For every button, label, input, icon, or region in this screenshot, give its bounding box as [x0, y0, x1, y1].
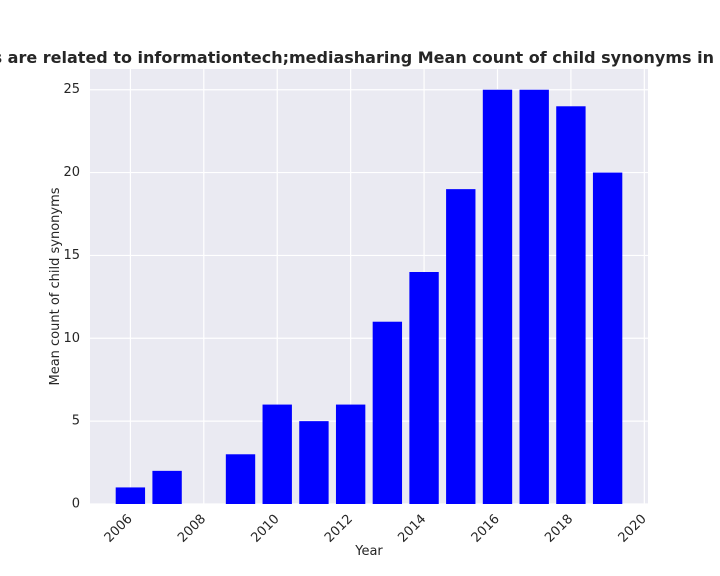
- y-tick-labels: 0 5 10 15 20 25: [63, 82, 80, 511]
- bar: [262, 404, 292, 504]
- x-tick-label: 2018: [542, 512, 576, 546]
- bars: [115, 89, 623, 505]
- x-tick-label: 2020: [616, 512, 650, 546]
- bar: [556, 106, 586, 505]
- y-tick-label: 25: [63, 82, 80, 97]
- bar: [335, 404, 366, 504]
- bar: [299, 421, 329, 504]
- bar: [446, 189, 476, 504]
- x-tick-label: 2006: [102, 512, 136, 546]
- bar: [115, 487, 146, 504]
- y-tick-label: 15: [63, 248, 80, 263]
- y-tick-label: 0: [72, 497, 80, 512]
- x-tick-label: 2008: [175, 512, 209, 546]
- y-tick-label: 5: [72, 414, 80, 429]
- x-tick-labels: 2006 2008 2010 2012 2014 2016 2018 2020: [102, 512, 650, 546]
- chart-title: All categories are related to informatio…: [0, 48, 720, 67]
- bar: [372, 321, 403, 504]
- x-tick-label: 2014: [395, 512, 429, 546]
- y-tick-label: 20: [63, 165, 80, 180]
- x-axis-label: Year: [354, 544, 383, 559]
- bar: [482, 89, 513, 504]
- bar: [152, 470, 182, 504]
- x-tick-label: 2010: [249, 512, 283, 546]
- y-axis-label: Mean count of child synonyms: [48, 187, 63, 385]
- bar: [592, 172, 623, 505]
- bar: [519, 89, 549, 504]
- plot-background: [90, 69, 648, 504]
- bar: [409, 272, 439, 504]
- x-tick-label: 2016: [469, 512, 503, 546]
- bar: [225, 454, 256, 504]
- grid-lines: [90, 69, 648, 505]
- y-tick-label: 10: [63, 331, 80, 346]
- x-tick-label: 2012: [322, 512, 356, 546]
